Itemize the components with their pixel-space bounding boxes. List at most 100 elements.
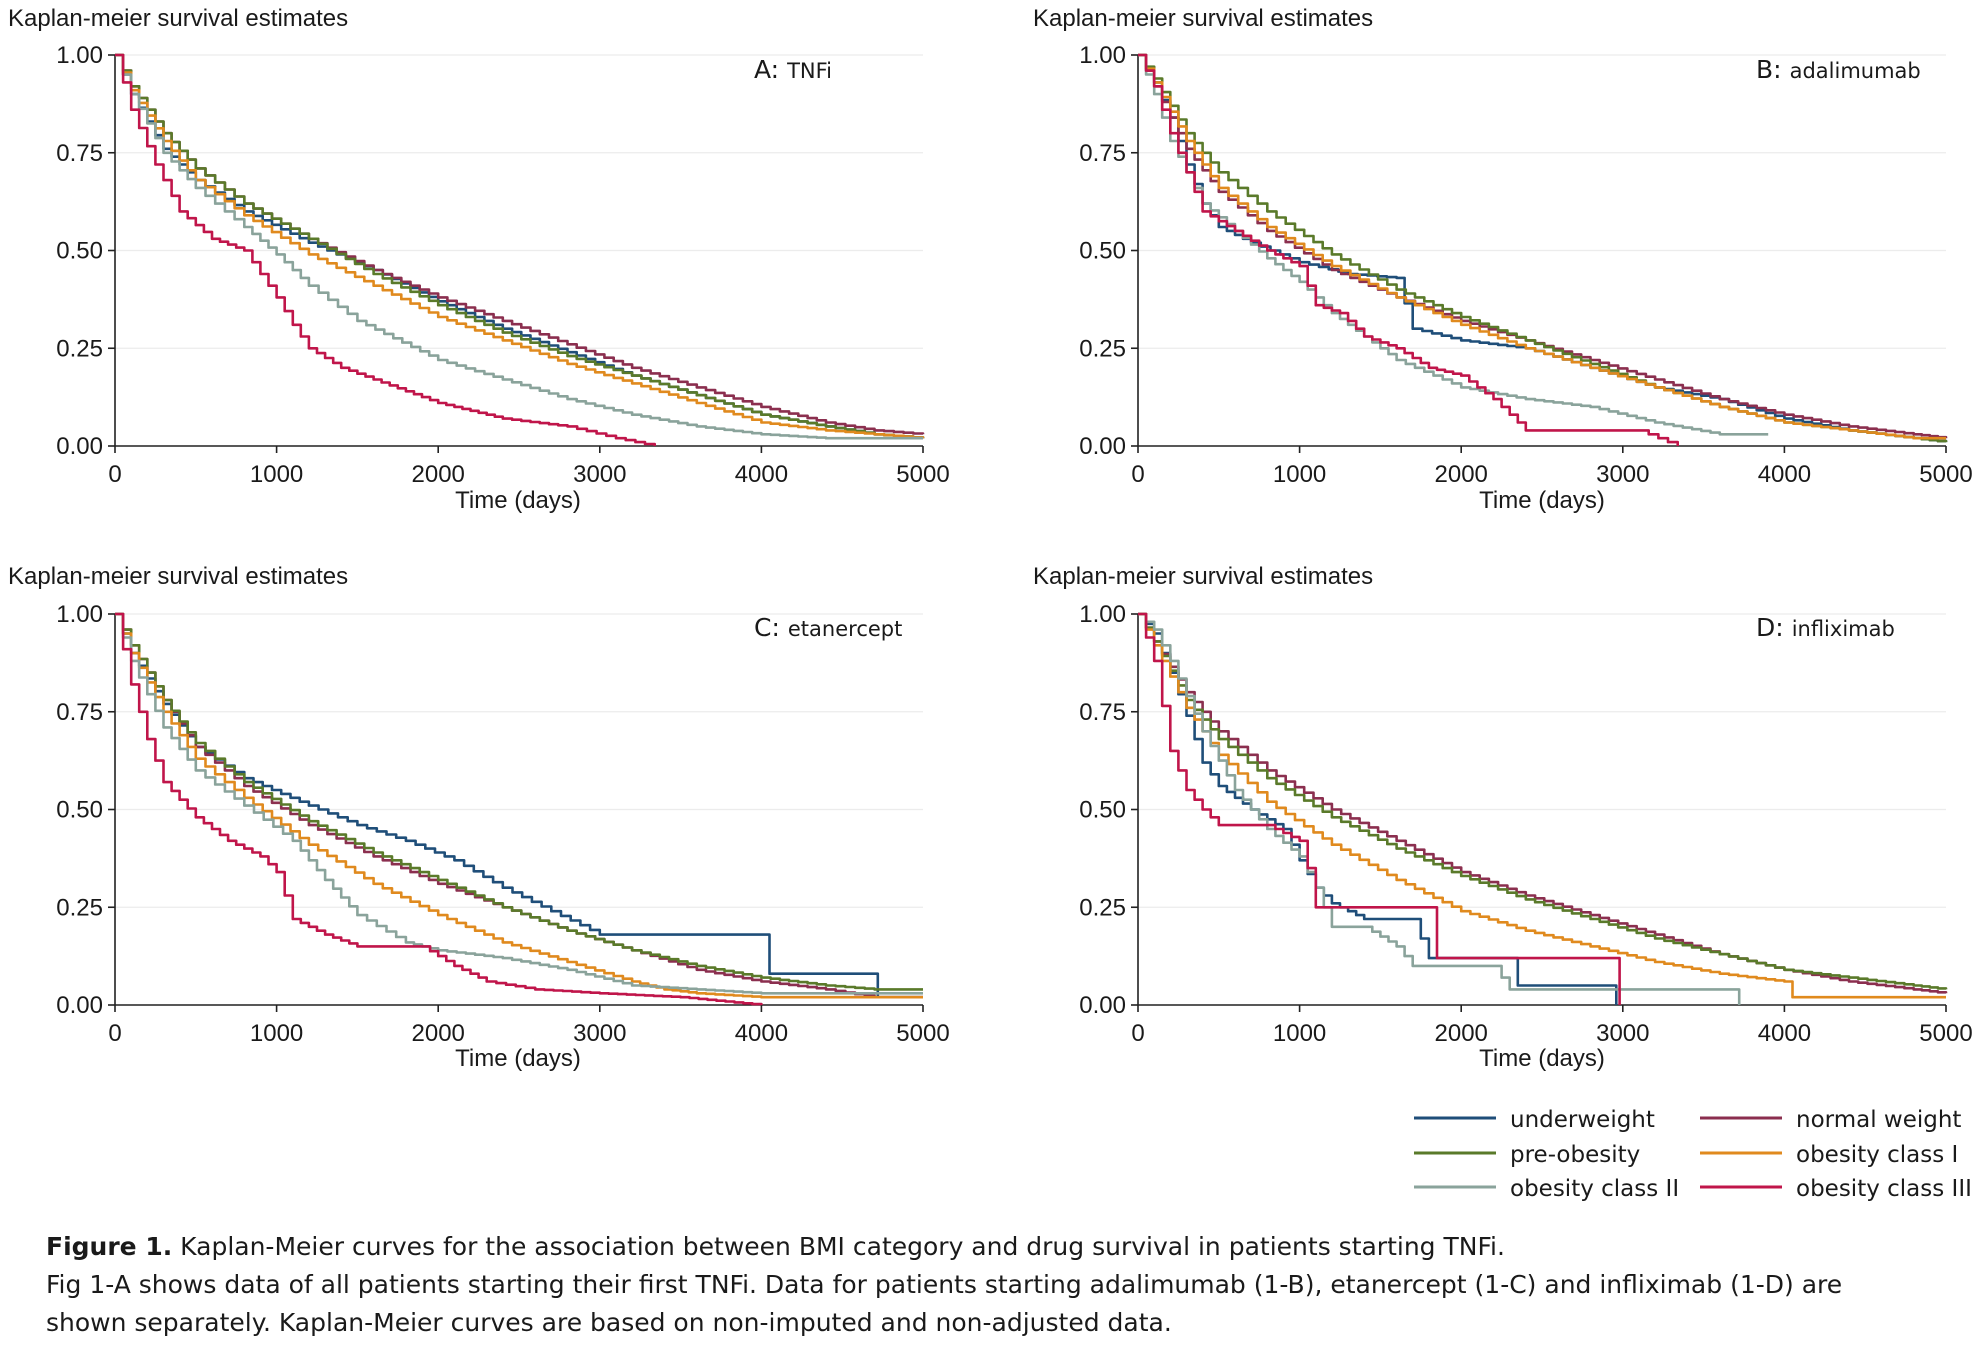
panel-a-curve-obesity-ii xyxy=(115,53,923,440)
panel-d-xtick-label-4: 4000 xyxy=(1758,1020,1811,1047)
panel-d-curve-pre-obesity xyxy=(1138,612,1948,990)
panel-a-ytick-label-3: 0.75 xyxy=(56,140,103,167)
panel-a-xtick-label-0: 0 xyxy=(108,461,121,488)
panel-d-ytick-label-3: 0.75 xyxy=(1079,699,1126,726)
panel-d-xtick-label-2: 2000 xyxy=(1435,1020,1488,1047)
panel-b-xtick-label-0: 0 xyxy=(1131,461,1144,488)
panel-b: Kaplan-meier survival estimates B: adalim… xyxy=(1033,5,1973,514)
panel-a-curve-obesity-iii xyxy=(115,53,656,446)
panel-a: Kaplan-meier survival estimates A: TNFi T… xyxy=(8,5,950,514)
panel-d-curve-obesity-i xyxy=(1138,612,1946,999)
panel-d-label: D: infliximab xyxy=(1756,613,1895,642)
panel-d-drug: infliximab xyxy=(1792,617,1895,641)
panel-b-xtick-label-1: 1000 xyxy=(1273,461,1326,488)
panel-c: Kaplan-meier survival estimates C: etaner… xyxy=(8,563,950,1072)
panel-b-xtick-label-5: 5000 xyxy=(1919,461,1972,488)
panel-d-curve-obesity-ii xyxy=(1138,612,1741,1005)
panel-b-curve-obesity-iii xyxy=(1138,53,1679,446)
caption-line-2: Fig 1-A shows data of all patients start… xyxy=(46,1270,1843,1299)
panel-a-ytick-label-2: 0.50 xyxy=(56,238,103,265)
panel-a-label: A: TNFi xyxy=(754,55,832,84)
legend-label-obesity-iii: obesity class III xyxy=(1796,1176,1972,1202)
panel-a-title: Kaplan-meier survival estimates xyxy=(8,5,348,32)
panel-d-plot: 0.00 0.25 0.50 0.75 1.00 0 1000 2000 3000 4000 500… xyxy=(1079,601,1972,1047)
panel-c-curve-underweight xyxy=(115,612,923,999)
panel-c-curve-obesity-ii xyxy=(115,612,923,995)
panel-c-title: Kaplan-meier survival estimates xyxy=(8,563,348,590)
legend-label-obesity-ii: obesity class II xyxy=(1510,1176,1679,1202)
panel-c-ytick-label-1: 0.25 xyxy=(56,894,103,921)
panel-a-drug: TNFi xyxy=(786,59,832,83)
panel-b-xlabel: Time (days) xyxy=(1479,487,1605,514)
panel-d-xlabel: Time (days) xyxy=(1479,1045,1605,1072)
panel-b-xtick-label-3: 3000 xyxy=(1596,461,1649,488)
caption-line-3: shown separately. Kaplan-Meier curves ar… xyxy=(46,1308,1172,1337)
panel-c-xtick-label-0: 0 xyxy=(108,1020,121,1047)
panel-b-ytick-label-0: 0.00 xyxy=(1079,433,1126,460)
panel-c-label: C: etanercept xyxy=(754,613,902,642)
panel-d: Kaplan-meier survival estimates D: inflix… xyxy=(1033,563,1973,1072)
panel-d-xtick-label-1: 1000 xyxy=(1273,1020,1326,1047)
panel-c-xtick-label-2: 2000 xyxy=(412,1020,465,1047)
panel-c-curve-obesity-i xyxy=(115,612,923,999)
panel-d-xtick-label-5: 5000 xyxy=(1919,1020,1972,1047)
panel-a-ytick-label-0: 0.00 xyxy=(56,433,103,460)
legend-label-pre-obesity: pre-obesity xyxy=(1510,1142,1640,1168)
panel-c-ytick-label-4: 1.00 xyxy=(56,601,103,628)
panel-a-xtick-label-1: 1000 xyxy=(250,461,303,488)
legend: underweight normal weight pre-obesity ob… xyxy=(1414,1107,1972,1202)
panel-c-xtick-label-5: 5000 xyxy=(896,1020,949,1047)
caption-line-1: Figure 1. Kaplan-Meier curves for the as… xyxy=(46,1228,1946,1266)
legend-label-normal-weight: normal weight xyxy=(1796,1107,1961,1133)
panel-b-ytick-label-1: 0.25 xyxy=(1079,335,1126,362)
panel-c-xtick-label-4: 4000 xyxy=(735,1020,788,1047)
panel-c-xtick-label-3: 3000 xyxy=(573,1020,626,1047)
panel-d-curve-obesity-iii xyxy=(1138,612,1621,1005)
caption-figure-label: Figure 1. xyxy=(46,1232,173,1261)
panel-d-curve-normal-weight xyxy=(1138,612,1948,994)
panel-a-xtick-label-5: 5000 xyxy=(896,461,949,488)
panel-a-xlabel: Time (days) xyxy=(455,487,581,514)
panel-c-xlabel: Time (days) xyxy=(455,1045,581,1072)
panel-b-drug: adalimumab xyxy=(1790,59,1921,83)
panel-a-xtick-label-4: 4000 xyxy=(735,461,788,488)
panel-c-curve-obesity-iii xyxy=(115,612,763,1006)
panel-b-label: B: adalimumab xyxy=(1756,55,1921,84)
panel-b-curve-obesity-i xyxy=(1138,53,1946,440)
panel-b-plot: 0.00 0.25 0.50 0.75 1.00 0 1000 2000 3000 4000 500… xyxy=(1079,42,1972,488)
panel-c-ytick-label-0: 0.00 xyxy=(56,992,103,1019)
panel-b-ytick-label-3: 0.75 xyxy=(1079,140,1126,167)
panel-c-curve-normal-weight xyxy=(115,612,923,999)
panel-d-xtick-label-3: 3000 xyxy=(1596,1020,1649,1047)
legend-label-underweight: underweight xyxy=(1510,1107,1655,1133)
panel-a-letter: A: xyxy=(754,55,779,84)
panel-b-ytick-label-4: 1.00 xyxy=(1079,42,1126,69)
panel-c-curve-pre-obesity xyxy=(115,612,923,991)
panel-c-plot: 0.00 0.25 0.50 0.75 1.00 0 1000 2000 3000 4000 500… xyxy=(56,601,949,1047)
panel-a-ytick-label-1: 0.25 xyxy=(56,335,103,362)
panel-a-plot: 0.00 0.25 0.50 0.75 1.00 0 1000 2000 3000 4000 500… xyxy=(56,42,949,488)
panel-c-ytick-label-2: 0.50 xyxy=(56,797,103,824)
panel-d-letter: D: xyxy=(1756,613,1784,642)
panel-a-ytick-label-4: 1.00 xyxy=(56,42,103,69)
panel-d-ytick-label-4: 1.00 xyxy=(1079,601,1126,628)
figure-caption: Figure 1. Kaplan-Meier curves for the as… xyxy=(46,1228,1946,1342)
panel-a-curve-pre-obesity xyxy=(115,53,925,439)
panel-d-ytick-label-0: 0.00 xyxy=(1079,992,1126,1019)
panel-d-title: Kaplan-meier survival estimates xyxy=(1033,563,1373,590)
panel-b-letter: B: xyxy=(1756,55,1782,84)
panel-c-ytick-label-3: 0.75 xyxy=(56,699,103,726)
panel-b-xtick-label-4: 4000 xyxy=(1758,461,1811,488)
panel-a-xtick-label-2: 2000 xyxy=(412,461,465,488)
panel-a-curve-obesity-i xyxy=(115,53,925,439)
legend-label-obesity-i: obesity class I xyxy=(1796,1142,1958,1168)
caption-title: Kaplan-Meier curves for the association … xyxy=(172,1232,1505,1261)
panel-b-ytick-label-2: 0.50 xyxy=(1079,238,1126,265)
panel-b-title: Kaplan-meier survival estimates xyxy=(1033,5,1373,32)
panel-b-xtick-label-2: 2000 xyxy=(1435,461,1488,488)
panel-c-letter: C: xyxy=(754,613,780,642)
panel-c-drug: etanercept xyxy=(788,617,902,641)
panel-c-xtick-label-1: 1000 xyxy=(250,1020,303,1047)
panel-b-curve-obesity-ii xyxy=(1138,53,1769,436)
